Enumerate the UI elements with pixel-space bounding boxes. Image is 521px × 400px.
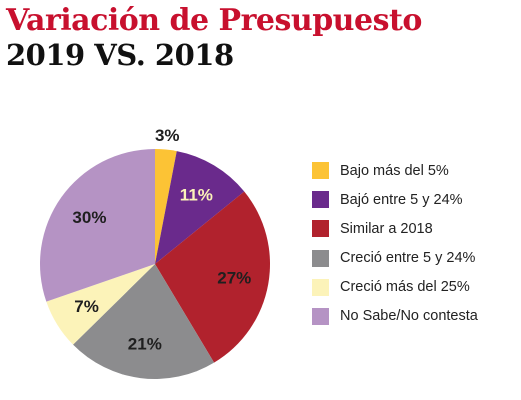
legend-item: Bajo más del 5% xyxy=(312,160,517,181)
legend-label: No Sabe/No contesta xyxy=(340,308,478,325)
legend-swatch xyxy=(312,162,329,179)
legend-item: Bajó entre 5 y 24% xyxy=(312,189,517,210)
legend-swatch xyxy=(312,191,329,209)
legend-swatch xyxy=(312,220,329,238)
chart-subtitle: 2019 VS. 2018 xyxy=(6,38,234,72)
pie-data-label: 11% xyxy=(180,185,213,204)
pie-data-label: 27% xyxy=(217,268,251,287)
legend-label: Similar a 2018 xyxy=(340,220,433,237)
legend-swatch xyxy=(312,307,329,325)
legend-item: No Sabe/No contesta xyxy=(312,306,517,327)
pie-slice xyxy=(40,149,155,302)
pie-slice xyxy=(155,151,245,264)
pie-slice xyxy=(73,264,215,379)
pie-data-label: 21% xyxy=(128,334,162,353)
pie-data-label: 7% xyxy=(74,297,99,316)
legend-label: Bajó entre 5 y 24% xyxy=(340,191,463,208)
legend-label: Creció más del 25% xyxy=(340,279,470,296)
legend: Bajo más del 5% Bajó entre 5 y 24% Simil… xyxy=(312,160,517,335)
legend-item: Creció entre 5 y 24% xyxy=(312,248,517,269)
pie-slice xyxy=(155,149,177,264)
pie-data-label: 30% xyxy=(72,208,106,227)
pie-slice xyxy=(155,191,270,363)
legend-swatch xyxy=(312,249,329,267)
legend-label: Bajo más del 5% xyxy=(340,162,449,179)
legend-label: Creció entre 5 y 24% xyxy=(340,250,476,267)
pie-data-label: 3% xyxy=(155,126,180,145)
chart-title: Variación de Presupuesto xyxy=(6,3,422,38)
pie-data-labels: 3% 11% 27% 21% 7% 30% xyxy=(72,126,251,353)
legend-item: Creció más del 25% xyxy=(312,277,517,298)
legend-swatch xyxy=(312,278,329,296)
pie-slice xyxy=(46,264,155,345)
legend-item: Similar a 2018 xyxy=(312,218,517,239)
pie-slices xyxy=(40,149,270,379)
